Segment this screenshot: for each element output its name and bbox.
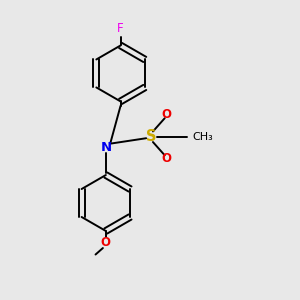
Text: O: O: [161, 108, 171, 121]
Text: CH₃: CH₃: [193, 132, 213, 142]
Text: O: O: [161, 152, 171, 165]
Text: S: S: [146, 129, 157, 144]
Text: F: F: [117, 22, 124, 35]
Text: O: O: [101, 236, 111, 249]
Text: N: N: [100, 141, 111, 154]
